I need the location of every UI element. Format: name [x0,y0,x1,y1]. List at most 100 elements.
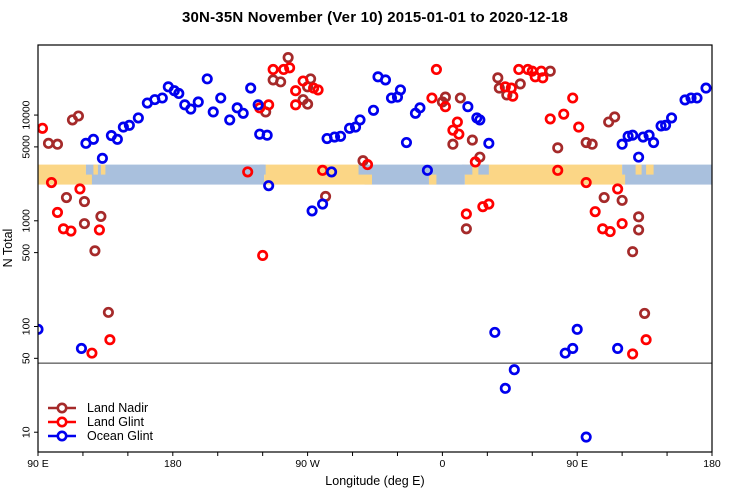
strip-patch-ocean [358,164,367,175]
point-ocean-glint [508,364,520,376]
point-ocean-glint [87,133,99,145]
point-land-nadir [439,91,451,103]
point-ocean-glint [354,114,366,126]
point-land-nadir [493,82,505,94]
point-ocean-glint [201,73,213,85]
point-land-nadir [466,134,478,146]
point-land-glint [604,226,616,238]
point-land-nadir [552,142,564,154]
point-ocean-glint [700,82,712,94]
point-land-glint [74,183,86,195]
point-land-glint [513,63,525,76]
x-tick-label: 180 [164,458,182,470]
point-land-glint [507,90,519,102]
point-ocean-glint [261,129,273,141]
point-ocean-glint [474,114,486,126]
point-land-nadir [89,245,101,257]
point-land-nadir [78,218,90,230]
point-ocean-glint [679,94,691,106]
strip-patch-ocean [259,164,266,175]
point-land-nadir [609,111,621,123]
point-ocean-glint [379,74,392,86]
point-land-glint [65,225,77,237]
point-ocean-glint [252,99,264,111]
point-ocean-glint [612,342,624,355]
point-land-nadir [447,138,459,150]
point-land-glint [612,183,624,195]
point-ocean-glint [571,323,583,335]
point-land-glint [558,108,570,120]
point-land-nadir [282,51,294,64]
point-ocean-glint [666,112,678,124]
point-ocean-glint [237,107,249,119]
point-ocean-glint [123,119,135,131]
point-land-nadir [492,72,504,84]
point-ocean-glint [185,103,197,115]
point-land-glint [580,176,592,189]
point-land-nadir [51,138,64,150]
point-land-nadir [544,65,556,77]
legend-marker-land-glint-icon [48,416,76,428]
point-land-glint [573,121,585,133]
point-land-glint [469,156,481,168]
legend: Land Nadir Land Glint Ocean Glint [47,401,153,443]
point-land-glint [312,84,324,96]
strip-patch-land [646,164,654,175]
point-ocean-glint [616,138,628,150]
point-land-glint [537,72,549,84]
strip-patch-land [364,174,373,185]
strip-patch-land [428,174,437,185]
point-ocean-glint [627,129,639,141]
point-land-glint [544,113,556,125]
point-ocean-glint [231,102,243,114]
x-tick-label: 90 E [566,458,588,470]
point-land-glint [640,334,652,346]
point-land-glint [439,101,451,113]
y-tick-label: 50 [21,352,33,364]
point-land-glint [263,99,275,111]
point-land-glint [104,334,116,346]
point-ocean-glint [192,96,204,108]
point-land-glint [627,348,639,360]
point-ocean-glint [385,92,398,104]
point-land-nadir [586,138,598,150]
plot-border [37,44,713,453]
point-land-nadir [627,246,639,258]
x-axis-title: Longitude (deg E) [325,474,425,488]
point-land-glint [257,249,269,261]
strip-patch-land [81,174,92,185]
legend-label: Land Glint [87,415,144,429]
x-tick-label: 0 [439,458,445,470]
point-ocean-glint [660,119,672,131]
strip-patch-land [619,174,626,185]
point-ocean-glint [394,84,407,96]
chart-title: 30N-35N November (Ver 10) 2015-01-01 to … [181,9,569,26]
point-land-glint [483,198,495,210]
legend-marker-land-nadir-icon [48,402,76,414]
x-tick-label: 90 E [27,458,49,470]
point-land-nadir [633,211,645,223]
point-ocean-glint [499,382,511,394]
point-land-glint [242,166,254,178]
point-ocean-glint [317,198,329,210]
strip-segment-ocean [85,164,265,185]
point-land-nadir [633,224,645,236]
legend-item-land-glint: Land Glint [47,415,153,429]
y-tick-label: 10000 [21,100,33,129]
point-land-glint [290,99,302,111]
y-axis-title: N Total [1,228,15,268]
point-land-glint [297,75,309,87]
point-ocean-glint [637,131,649,143]
strip-patch-land [635,164,642,175]
point-land-glint [567,92,579,104]
point-land-glint [535,65,547,77]
point-land-glint [38,122,49,134]
point-ocean-glint [215,92,227,104]
point-land-nadir [639,307,651,319]
point-land-nadir [95,210,107,222]
point-ocean-glint [343,122,356,134]
x-tick-label: 90 W [295,458,320,470]
strip-segment-ocean [622,164,712,185]
